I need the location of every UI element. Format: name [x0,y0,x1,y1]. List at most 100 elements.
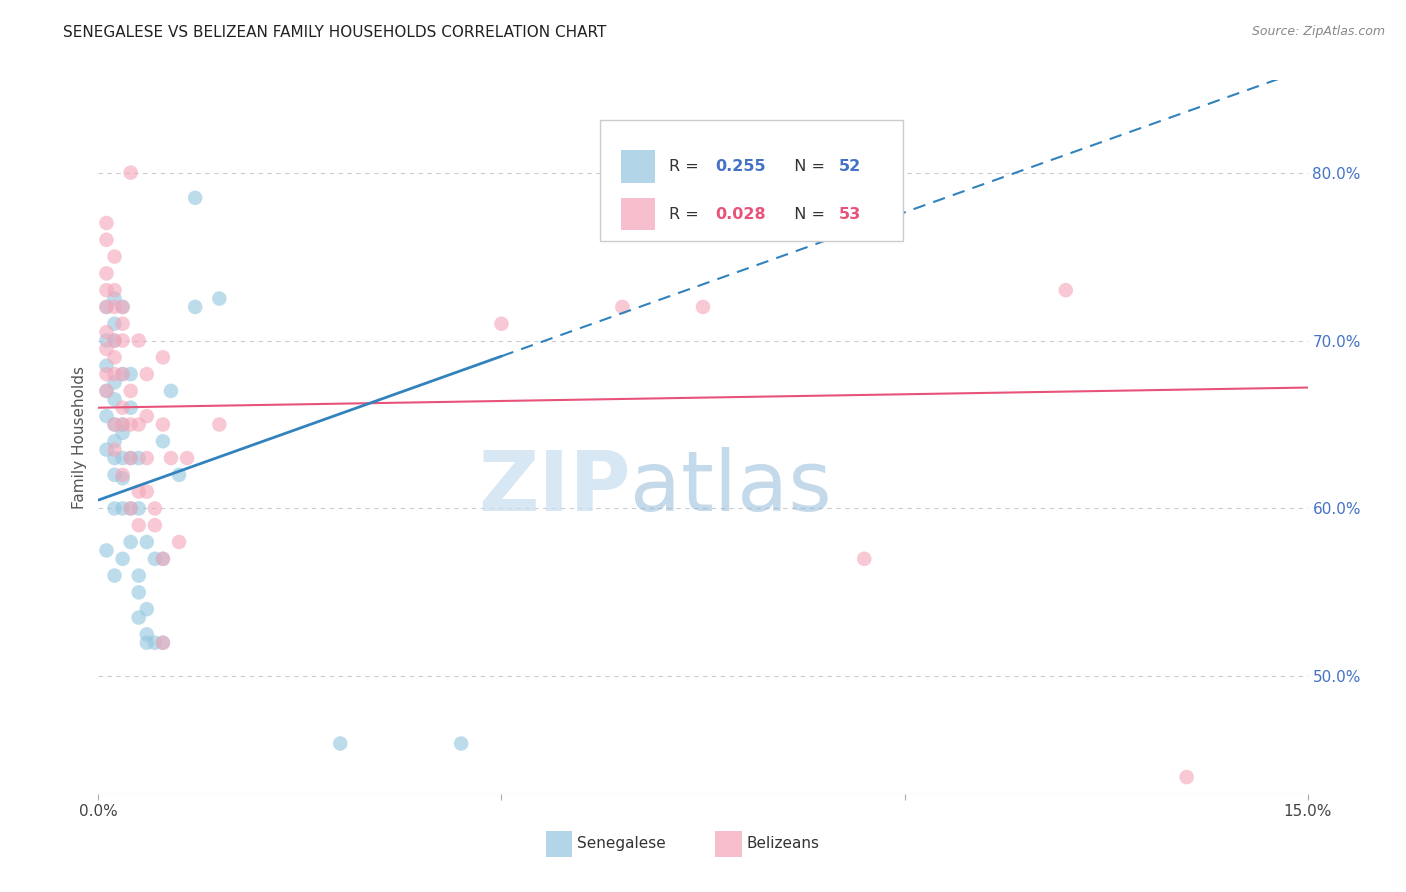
Point [96,442,118,457]
Point [96,300,118,314]
Point [96,266,118,280]
Point [208,417,231,432]
Point [111,401,134,415]
Text: R =: R = [669,159,704,174]
Point [111,451,134,466]
Text: Source: ZipAtlas.com: Source: ZipAtlas.com [1251,25,1385,38]
Point [143,636,166,650]
Point [128,451,150,466]
Point [111,467,134,482]
FancyBboxPatch shape [621,198,655,230]
Text: atlas: atlas [630,447,832,527]
Point [128,610,150,624]
Point [135,484,157,499]
Point [120,535,142,549]
Point [96,334,118,348]
Y-axis label: Family Households: Family Households [72,366,87,508]
Point [1054,283,1077,297]
Point [152,551,174,566]
Point [184,300,207,314]
Point [120,166,142,180]
Text: N =: N = [785,159,830,174]
Point [120,401,142,415]
Point [103,451,125,466]
Point [208,292,231,306]
Point [103,417,125,432]
Point [152,351,174,365]
Point [103,292,125,306]
Point [120,384,142,398]
Point [128,518,150,533]
Point [111,471,134,485]
Point [329,737,352,751]
Point [96,384,118,398]
Point [167,467,190,482]
Point [103,283,125,297]
Point [103,467,125,482]
Point [128,484,150,499]
Point [612,300,634,314]
Point [103,300,125,314]
Point [491,317,513,331]
Point [1175,770,1198,784]
Point [96,233,118,247]
Point [135,627,157,641]
Text: 52: 52 [838,159,860,174]
Point [103,442,125,457]
Text: N =: N = [785,207,830,222]
Point [103,334,125,348]
Point [111,300,134,314]
Point [135,367,157,381]
Point [128,334,150,348]
Point [103,376,125,390]
Point [111,317,134,331]
Point [152,434,174,449]
Point [120,501,142,516]
Point [160,384,183,398]
Point [135,409,157,423]
Point [111,417,134,432]
Point [111,551,134,566]
FancyBboxPatch shape [600,120,903,241]
Text: R =: R = [669,207,704,222]
Point [111,417,134,432]
Point [111,425,134,440]
Point [160,451,183,466]
Point [96,342,118,356]
Point [103,434,125,449]
FancyBboxPatch shape [716,831,742,856]
Point [103,250,125,264]
Point [135,636,157,650]
Point [111,501,134,516]
Point [103,417,125,432]
Point [135,535,157,549]
Point [135,451,157,466]
Point [128,585,150,599]
Point [111,334,134,348]
Text: SENEGALESE VS BELIZEAN FAMILY HOUSEHOLDS CORRELATION CHART: SENEGALESE VS BELIZEAN FAMILY HOUSEHOLDS… [63,25,606,40]
Point [111,367,134,381]
Point [152,636,174,650]
Point [96,283,118,297]
Point [96,384,118,398]
Point [103,568,125,582]
Text: 0.255: 0.255 [716,159,766,174]
Point [135,602,157,616]
FancyBboxPatch shape [546,831,572,856]
Point [103,334,125,348]
Point [96,216,118,230]
Point [450,737,472,751]
Point [143,518,166,533]
Point [853,551,876,566]
Point [152,551,174,566]
Point [103,351,125,365]
Point [103,392,125,407]
Point [120,417,142,432]
Point [96,325,118,339]
Point [96,543,118,558]
Text: 0.028: 0.028 [716,207,766,222]
Point [128,501,150,516]
Point [167,535,190,549]
Point [111,367,134,381]
Point [120,451,142,466]
